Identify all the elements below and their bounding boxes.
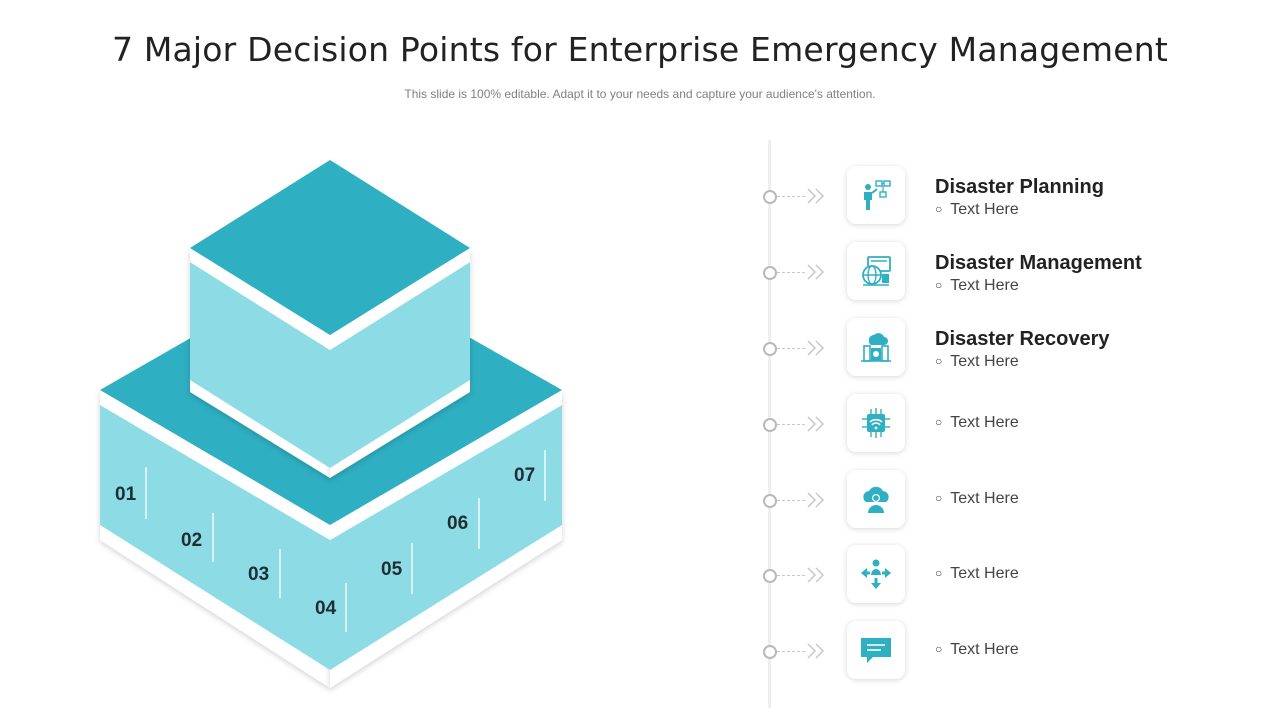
bottom-box-left-face xyxy=(100,405,330,670)
planning-person-flowchart-icon xyxy=(864,180,891,210)
icon-box xyxy=(847,242,905,300)
page-title: 7 Major Decision Points for Enterprise E… xyxy=(111,30,1169,69)
chat-message-icon xyxy=(861,638,891,663)
connector-dash xyxy=(777,651,805,652)
list-item: Disaster Recovery ○ Text Here xyxy=(760,318,1240,380)
timeline-dot xyxy=(763,645,777,659)
icon-box xyxy=(847,545,905,603)
top-box-right-face xyxy=(330,262,470,468)
step-number-07: 07 xyxy=(514,465,535,486)
top-box-left-face xyxy=(190,262,330,468)
double-chevron-icon xyxy=(807,416,825,432)
timeline-dot xyxy=(763,418,777,432)
top-box-top-face xyxy=(190,160,470,335)
list-item: ○ Text Here xyxy=(760,621,1240,683)
stacked-boxes-diagram: 01 02 03 04 05 06 07 xyxy=(100,160,562,688)
double-chevron-icon xyxy=(807,340,825,356)
step-number-03: 03 xyxy=(248,564,269,585)
step-number-02: 02 xyxy=(181,530,202,551)
connector-dash xyxy=(777,500,805,501)
item-title: Disaster Management xyxy=(935,252,1142,274)
page-subtitle: This slide is 100% editable. Adapt it to… xyxy=(404,87,876,101)
double-chevron-icon xyxy=(807,643,825,659)
step-number-06: 06 xyxy=(447,513,468,534)
cloud-user-icon xyxy=(863,486,889,513)
list-item: ○ Text Here xyxy=(760,545,1240,607)
number-separators xyxy=(145,450,546,632)
connector-dash xyxy=(777,575,805,576)
item-text: ○ Text Here xyxy=(935,641,1019,658)
top-box xyxy=(190,160,470,478)
item-text: ○ Text Here xyxy=(935,353,1019,370)
double-chevron-icon xyxy=(807,264,825,280)
list-item: Disaster Planning ○ Text Here xyxy=(760,166,1240,228)
connector-dash xyxy=(777,348,805,349)
double-chevron-icon xyxy=(807,567,825,583)
item-title: Disaster Recovery xyxy=(935,328,1110,350)
icon-box xyxy=(847,318,905,376)
list-item: Disaster Management ○ Text Here xyxy=(760,242,1240,304)
bottom-box-right-face xyxy=(330,405,562,670)
timeline-dot xyxy=(763,190,777,204)
connector-dash xyxy=(777,272,805,273)
icon-box xyxy=(847,621,905,679)
icon-box xyxy=(847,394,905,452)
person-arrows-icon xyxy=(861,559,891,589)
item-text: ○ Text Here xyxy=(935,277,1019,294)
double-chevron-icon xyxy=(807,188,825,204)
connector-dash xyxy=(777,424,805,425)
timeline-dot xyxy=(763,342,777,356)
wifi-circuit-icon xyxy=(862,408,890,438)
item-title: Disaster Planning xyxy=(935,176,1104,198)
timeline-dot xyxy=(763,569,777,583)
timeline-dot xyxy=(763,494,777,508)
item-text: ○ Text Here xyxy=(935,565,1019,582)
step-number-01: 01 xyxy=(115,484,137,505)
globe-monitor-network-icon xyxy=(862,256,891,286)
item-text: ○ Text Here xyxy=(935,414,1019,431)
step-number-05: 05 xyxy=(381,559,403,580)
list-item: ○ Text Here xyxy=(760,394,1240,456)
step-number-04: 04 xyxy=(315,598,337,619)
cloud-building-recovery-icon xyxy=(861,333,891,362)
connector-dash xyxy=(777,196,805,197)
double-chevron-icon xyxy=(807,492,825,508)
icon-box xyxy=(847,166,905,224)
icon-box xyxy=(847,470,905,528)
item-text: ○ Text Here xyxy=(935,490,1019,507)
list-item: ○ Text Here xyxy=(760,470,1240,532)
item-text: ○ Text Here xyxy=(935,201,1019,218)
timeline-dot xyxy=(763,266,777,280)
